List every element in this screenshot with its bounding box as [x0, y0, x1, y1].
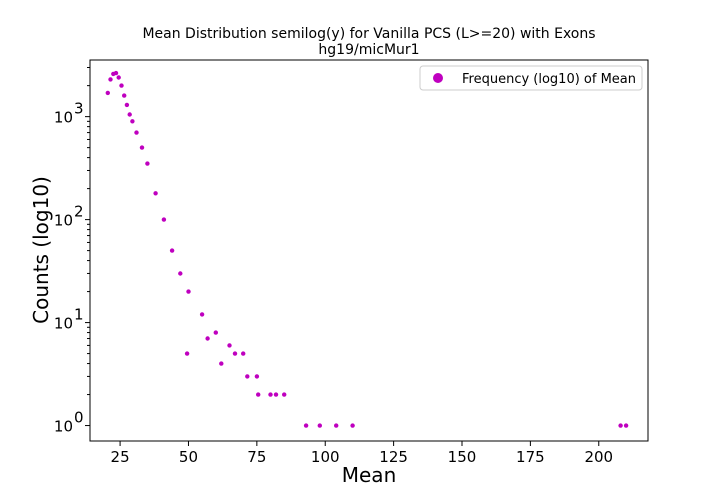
- data-point: [139, 145, 145, 150]
- data-point: [105, 90, 111, 96]
- data-point: [108, 77, 113, 82]
- data-point: [199, 312, 205, 317]
- data-point: [116, 75, 121, 80]
- data-point: [213, 330, 218, 335]
- y-tick-exponent: 2: [74, 203, 84, 221]
- y-tick-exponent: 0: [74, 409, 84, 427]
- data-point: [113, 70, 119, 76]
- data-point: [153, 191, 158, 196]
- data-point: [350, 423, 355, 428]
- y-tick-label: 10: [54, 109, 73, 127]
- data-point: [161, 217, 167, 222]
- data-point: [303, 423, 309, 428]
- x-tick-label: 200: [584, 448, 613, 466]
- y-tick-label: 10: [54, 418, 73, 436]
- data-point: [241, 351, 246, 356]
- data-point: [205, 336, 210, 341]
- x-tick-label: 25: [111, 448, 130, 466]
- data-point: [618, 423, 623, 428]
- x-tick-label: 50: [179, 448, 198, 466]
- data-point: [134, 130, 139, 135]
- data-point: [178, 271, 183, 276]
- data-point: [184, 351, 190, 356]
- data-point: [119, 83, 124, 88]
- data-point: [124, 102, 130, 108]
- data-point: [268, 392, 273, 397]
- data-point: [127, 112, 132, 117]
- data-point: [282, 392, 287, 397]
- data-point: [130, 119, 135, 124]
- data-point: [317, 423, 322, 428]
- data-point: [232, 351, 238, 356]
- data-point: [122, 93, 127, 98]
- data-point: [219, 361, 224, 366]
- data-point: [254, 374, 260, 379]
- legend-box: [419, 65, 643, 91]
- y-axis-label: Counts (log10): [29, 176, 53, 324]
- x-tick-label: 125: [379, 448, 408, 466]
- data-point: [145, 161, 150, 166]
- chart-subtitle: hg19/micMur1: [318, 42, 419, 58]
- x-tick-label: 75: [247, 448, 266, 466]
- legend-marker-icon: [433, 73, 443, 83]
- y-tick-label: 10: [54, 212, 73, 230]
- y-tick-exponent: 3: [74, 100, 84, 118]
- chart-title: Mean Distribution semilog(y) for Vanilla…: [142, 26, 595, 42]
- y-tick-label: 10: [54, 315, 73, 333]
- data-point: [334, 423, 339, 428]
- x-tick-label: 150: [448, 448, 477, 466]
- x-tick-label: 175: [516, 448, 545, 466]
- data-point: [256, 392, 261, 397]
- data-points: [105, 70, 629, 428]
- x-axis-ticks: 25 50 75 100 125 150 175 200: [111, 441, 613, 466]
- data-point: [186, 289, 191, 294]
- data-point: [227, 343, 232, 348]
- legend-label: Frequency (log10) of Mean: [462, 72, 636, 87]
- data-point: [245, 374, 250, 379]
- data-point: [169, 248, 175, 253]
- x-axis-label: Mean: [342, 463, 397, 487]
- data-point: [273, 392, 279, 397]
- legend: Frequency (log10) of Mean: [419, 65, 643, 91]
- y-tick-exponent: 1: [74, 306, 84, 324]
- data-point: [623, 423, 629, 428]
- x-tick-label: 100: [311, 448, 340, 466]
